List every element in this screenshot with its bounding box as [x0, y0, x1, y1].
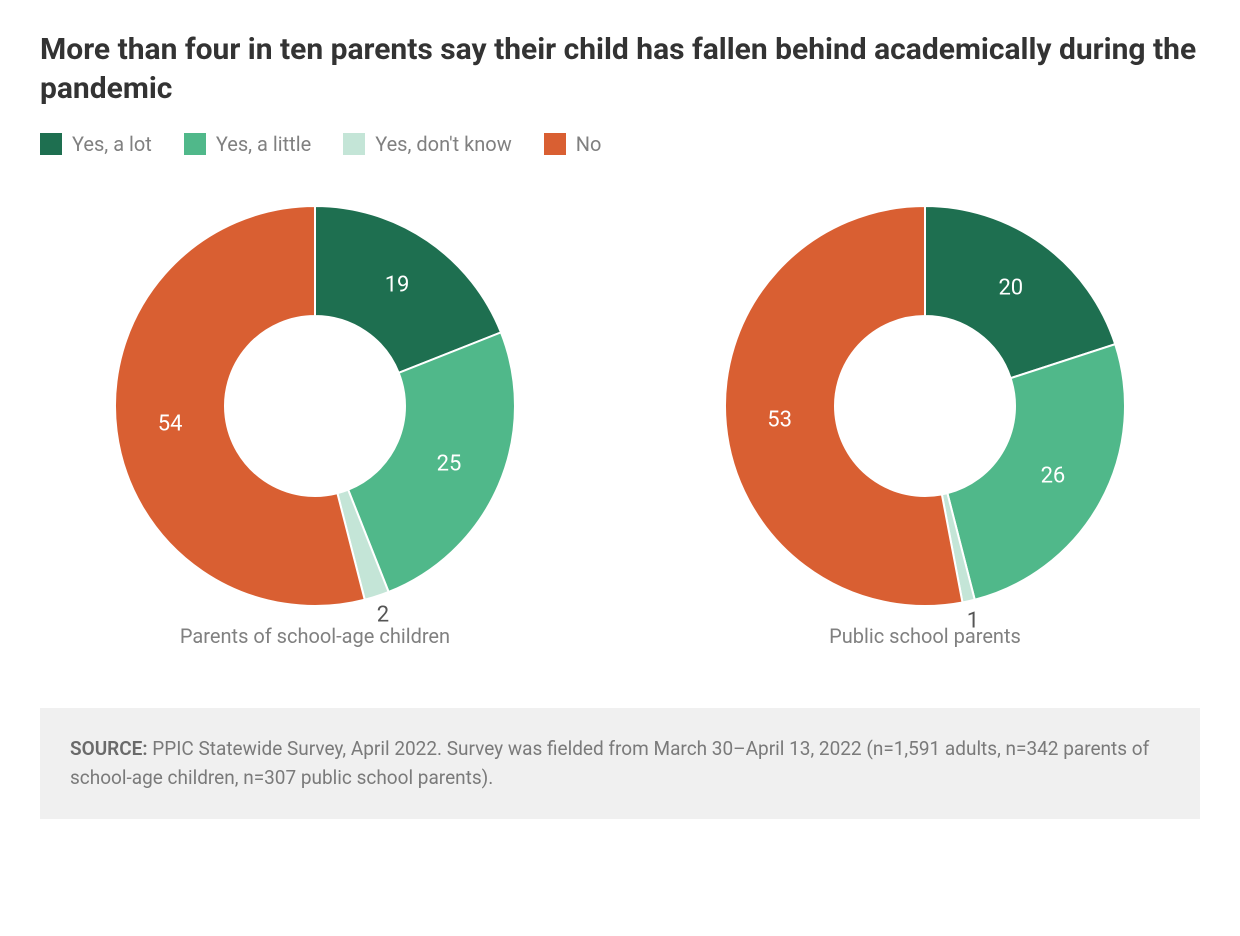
- slice-value-label: 54: [158, 412, 183, 437]
- legend-item: Yes, don't know: [343, 132, 512, 156]
- legend-swatch: [184, 133, 206, 155]
- slice-value-label: 1: [967, 608, 979, 633]
- legend-swatch: [544, 133, 566, 155]
- chart-block: 19 25 2 54 Parents of school-age children: [115, 206, 515, 648]
- legend-swatch: [343, 133, 365, 155]
- source-text: PPIC Statewide Survey, April 2022. Surve…: [70, 737, 1149, 789]
- legend-label: Yes, don't know: [375, 132, 512, 156]
- legend-item: Yes, a little: [184, 132, 311, 156]
- chart-caption: Public school parents: [829, 624, 1021, 648]
- slice-value-label: 25: [437, 451, 462, 476]
- legend: Yes, a lot Yes, a little Yes, don't know No: [40, 132, 1200, 156]
- legend-label: Yes, a little: [216, 132, 311, 156]
- slice-value-label: 2: [377, 603, 389, 628]
- donut-slice: [947, 344, 1125, 600]
- donut-chart: 2026153: [725, 206, 1125, 606]
- chart-caption: Parents of school-age children: [180, 624, 450, 648]
- legend-swatch: [40, 133, 62, 155]
- chart-block: 20 26 1 53 Public school parents: [725, 206, 1125, 648]
- slice-value-label: 20: [998, 275, 1023, 300]
- legend-item: Yes, a lot: [40, 132, 152, 156]
- source-note: SOURCE: PPIC Statewide Survey, April 202…: [40, 708, 1200, 819]
- charts-row: 1925254Parents of school-age children202…: [40, 206, 1200, 648]
- legend-label: No: [576, 132, 602, 156]
- donut-chart: 1925254: [115, 206, 515, 606]
- slice-value-label: 19: [385, 273, 410, 298]
- legend-item: No: [544, 132, 602, 156]
- chart-title: More than four in ten parents say their …: [40, 30, 1200, 108]
- slice-value-label: 53: [767, 407, 792, 432]
- source-label: SOURCE:: [70, 737, 148, 760]
- legend-label: Yes, a lot: [72, 132, 152, 156]
- slice-value-label: 26: [1041, 464, 1066, 489]
